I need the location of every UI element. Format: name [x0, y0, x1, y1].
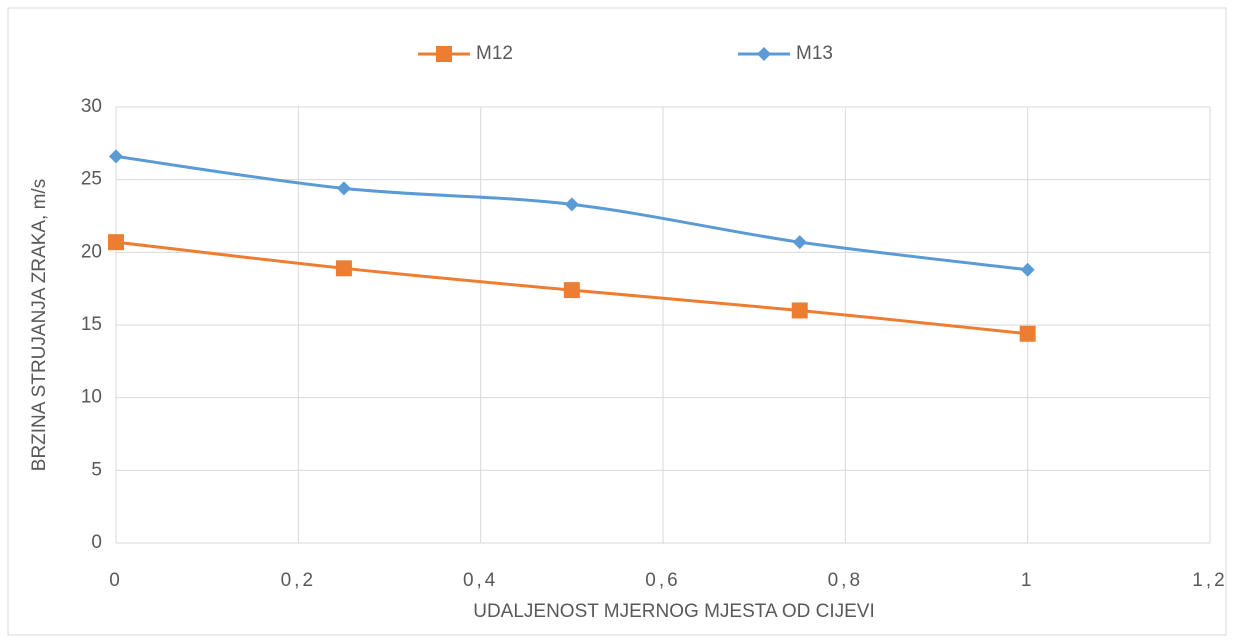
x-tick-label: 0: [109, 570, 123, 591]
x-tick-label: 0,6: [645, 570, 680, 591]
x-tick-label: 0,2: [281, 570, 316, 591]
legend-label: M12: [476, 43, 513, 64]
legend-label: M13: [796, 43, 833, 64]
x-axis-label: UDALJENOST MJERNOG MJESTA OD CIJEVI: [473, 601, 875, 622]
x-tick-label: 0,4: [463, 570, 498, 591]
marker: [1020, 262, 1035, 277]
y-tick-label: 30: [81, 96, 102, 117]
marker: [791, 302, 808, 319]
y-tick-label: 25: [81, 169, 102, 190]
x-tick-label: 0,8: [828, 570, 863, 591]
marker: [563, 282, 580, 299]
y-tick-label: 5: [91, 459, 102, 480]
x-tick-label: 1,2: [1192, 570, 1227, 591]
y-tick-label: 15: [81, 314, 102, 335]
y-tick-label: 20: [81, 241, 102, 262]
chart-border: [7, 7, 1227, 636]
marker: [1019, 325, 1036, 342]
marker: [792, 235, 807, 250]
marker: [564, 197, 579, 212]
y-tick-label: 0: [91, 532, 102, 553]
legend-marker: [757, 47, 771, 61]
y-tick-label: 10: [81, 387, 102, 408]
marker: [109, 149, 123, 164]
x-tick-label: 1: [1021, 570, 1035, 591]
marker: [336, 181, 351, 196]
marker: [108, 234, 124, 251]
legend-marker: [436, 46, 452, 62]
marker: [335, 260, 352, 277]
y-axis-label: BRZINA STRUJANJA ZRAKA, m/s: [29, 179, 50, 471]
